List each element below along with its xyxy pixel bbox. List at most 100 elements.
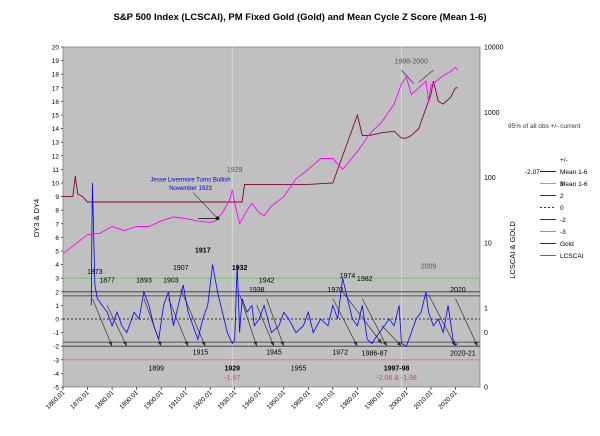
label-arrow-1998b bbox=[418, 69, 434, 83]
y-tick-label: 10 bbox=[52, 181, 60, 188]
livermore-marker bbox=[215, 216, 220, 221]
legend-item: 0 bbox=[560, 205, 564, 212]
plot-grid bbox=[62, 46, 481, 388]
trend-arrow bbox=[382, 341, 387, 347]
y-tick-label: 13 bbox=[52, 140, 60, 147]
annotation-label: 2020-21 bbox=[450, 351, 476, 358]
legend-item: Gold bbox=[560, 241, 574, 248]
chart-title: S&P 500 Index (LCSCAI), PM Fixed Gold (G… bbox=[113, 12, 486, 23]
y-tick-label: 2 bbox=[55, 289, 59, 296]
reference-lines bbox=[63, 277, 480, 361]
y2-tick-label: 1 bbox=[484, 306, 488, 313]
y-tick-label: 5 bbox=[55, 249, 59, 256]
annotation-label: 1997-98 bbox=[384, 366, 410, 373]
x-tick-label: 1950.01 bbox=[266, 389, 288, 411]
trend-arrow bbox=[157, 341, 162, 347]
plot-area bbox=[63, 47, 480, 387]
y-tick-label: 1 bbox=[55, 303, 59, 310]
y-tick-label: 6 bbox=[55, 235, 59, 242]
plot-frame bbox=[62, 46, 481, 388]
trend-line bbox=[342, 291, 383, 344]
trend-line bbox=[106, 305, 128, 347]
label-arrow-1998 bbox=[401, 69, 415, 84]
y-tick-label: 20 bbox=[52, 45, 60, 52]
legend-item: 2 bbox=[560, 193, 564, 200]
legend-item: Mean 1-6 bbox=[560, 181, 588, 188]
trend-arrow bbox=[353, 341, 358, 347]
annotation-label: 1907 bbox=[173, 265, 189, 272]
annotation-label: 1998-2000 bbox=[395, 58, 429, 65]
livermore-pointer bbox=[192, 192, 218, 219]
series-line-mean-1-6 bbox=[90, 182, 459, 347]
annotation-label: 1903 bbox=[163, 277, 179, 284]
y-axis-ticks: 20191817161514131211109876543210-1-2-3-4… bbox=[52, 45, 63, 392]
series-lines bbox=[62, 66, 459, 347]
livermore-text-line2: November 1923 bbox=[169, 186, 212, 192]
x-tick-label: 1970.01 bbox=[315, 389, 337, 411]
y-axis-label: DY3 & DY4 bbox=[32, 199, 41, 237]
y-tick-label: 4 bbox=[55, 262, 59, 269]
trend-line bbox=[361, 298, 388, 347]
y2-tick-label: 0 bbox=[484, 385, 488, 392]
legend-item: LCSCAI bbox=[560, 253, 584, 260]
y2-tick-label: 0 bbox=[484, 330, 488, 337]
legend-current-value: -2.07 bbox=[525, 169, 540, 176]
trend-arrow bbox=[108, 341, 113, 347]
annotation-label: 1893 bbox=[136, 277, 152, 284]
annotation-label: 1972 bbox=[332, 349, 348, 356]
trend-line bbox=[455, 298, 478, 347]
x-tick-label: 1880.01 bbox=[94, 389, 116, 411]
y-tick-label: 8 bbox=[55, 208, 59, 215]
y2-tick-label: 10 bbox=[484, 240, 492, 247]
x-tick-label: 1870.01 bbox=[69, 389, 91, 411]
x-tick-label: 2000.01 bbox=[388, 389, 410, 411]
annotation-label: 2009 bbox=[421, 264, 437, 271]
x-tick-label: 2020.01 bbox=[437, 389, 459, 411]
annotation-label: 1938 bbox=[249, 287, 265, 294]
legend-header: +/- bbox=[560, 157, 568, 164]
annotation-label: 1877 bbox=[99, 277, 115, 284]
trend-line bbox=[428, 294, 456, 347]
obs-note: 95% of all obs +/- current bbox=[508, 123, 581, 130]
trend-arrow bbox=[184, 341, 189, 347]
x-tick-label: 1860.01 bbox=[45, 389, 67, 411]
y-tick-label: 11 bbox=[52, 167, 59, 174]
y-tick-label: 3 bbox=[55, 276, 59, 283]
x-tick-label: 1930.01 bbox=[217, 389, 239, 411]
y-tick-label: 15 bbox=[52, 113, 60, 120]
x-tick-label: 2010.01 bbox=[413, 389, 435, 411]
x-tick-label: 1990.01 bbox=[364, 389, 386, 411]
x-tick-label: 1940.01 bbox=[241, 389, 263, 411]
y-tick-label: -2 bbox=[53, 344, 59, 351]
annotation-label: 1986-87 bbox=[362, 351, 388, 358]
x-tick-label: 1960.01 bbox=[290, 389, 312, 411]
y-tick-label: 12 bbox=[52, 153, 60, 160]
x-tick-label: 1900.01 bbox=[143, 389, 165, 411]
annotation-label: 1929 bbox=[227, 167, 243, 174]
trend-arrow bbox=[253, 341, 258, 347]
y2-axis-label: LCSCAI & GOLD bbox=[508, 221, 517, 279]
y2-tick-label: 10000 bbox=[484, 45, 504, 52]
annotation-label: 1915 bbox=[193, 349, 209, 356]
x-tick-label: 1910.01 bbox=[168, 389, 190, 411]
y-tick-label: 17 bbox=[52, 85, 60, 92]
y-tick-label: -5 bbox=[53, 385, 59, 392]
annotation-label: 2020 bbox=[450, 287, 466, 294]
y-tick-label: -3 bbox=[53, 357, 59, 364]
annotation-label: 1974 bbox=[340, 273, 356, 280]
y2-tick-label: 1000 bbox=[484, 110, 500, 117]
y-tick-label: 0 bbox=[55, 317, 59, 324]
x-tick-label: 1980.01 bbox=[339, 389, 361, 411]
trend-arrow bbox=[396, 341, 402, 347]
annotation-label: 1942 bbox=[259, 277, 275, 284]
livermore-text-line1: Jesse Livermore Turns Bullish bbox=[151, 178, 231, 184]
trend-lines bbox=[92, 288, 478, 347]
y-tick-label: 14 bbox=[52, 126, 60, 133]
trend-arrow bbox=[280, 341, 285, 347]
trend-line bbox=[180, 288, 206, 347]
annotation-label: -1.97 bbox=[224, 375, 240, 382]
y-tick-label: 16 bbox=[52, 99, 60, 106]
